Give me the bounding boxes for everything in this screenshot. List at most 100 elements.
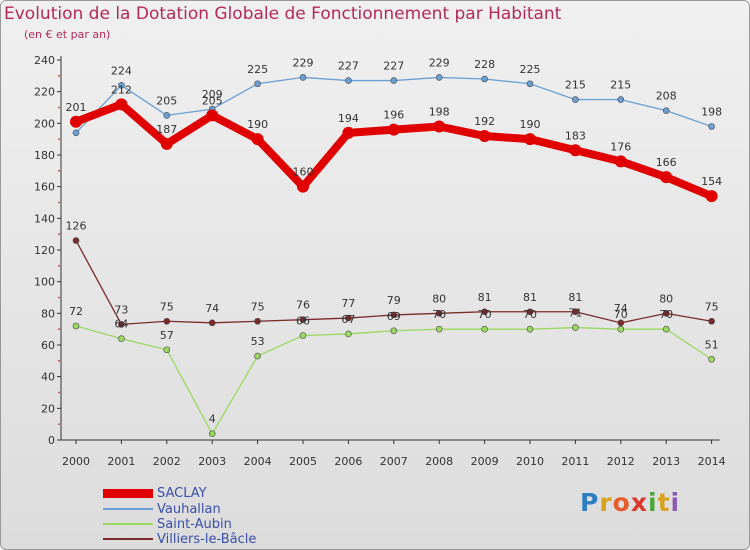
data-point: [705, 190, 718, 203]
data-point: [435, 310, 443, 317]
legend-item-saint-aubin: Saint-Aubin: [103, 517, 232, 532]
data-label: 196: [383, 109, 404, 122]
data-label: 70: [659, 308, 673, 321]
legend-label: Villiers-le-Bâcle: [157, 531, 257, 547]
data-point: [617, 319, 625, 327]
data-point: [163, 112, 171, 119]
data-point: [662, 107, 670, 114]
y-minor-tick: [58, 328, 60, 331]
data-label: 57: [160, 329, 174, 342]
data-point: [524, 133, 536, 146]
data-label: 215: [610, 79, 631, 92]
data-label: 209: [202, 88, 223, 101]
x-tick-label: 2001: [107, 455, 135, 468]
x-tick-label: 2005: [289, 455, 317, 468]
data-label: 66: [296, 315, 310, 328]
data-label: 183: [565, 129, 586, 142]
legend-item-saclay: SACLAY: [103, 486, 207, 501]
logo-letter: i: [670, 488, 681, 517]
logo-letter: i: [648, 488, 658, 517]
data-label: 81: [478, 291, 492, 304]
data-point: [481, 75, 488, 83]
y-minor-tick: [58, 423, 60, 426]
data-point: [160, 137, 173, 150]
data-label: 187: [156, 123, 177, 136]
legend-swatch-saint-aubin: [103, 523, 153, 525]
data-label: 176: [610, 140, 631, 153]
data-label: 225: [247, 63, 268, 76]
data-label: 64: [114, 318, 128, 331]
y-tick-label: 220: [34, 86, 55, 99]
data-label: 74: [614, 302, 628, 315]
legend-swatch-villiers-le-bacle: [103, 538, 153, 540]
x-tick-label: 2007: [380, 455, 408, 468]
y-tick-label: 120: [34, 244, 55, 257]
legend-item-villiers-le-bacle: Villiers-le-Bâcle: [103, 531, 257, 547]
x-tick-label: 2009: [471, 455, 499, 468]
x-tick-label: 2004: [244, 455, 272, 468]
y-tick-label: 160: [34, 181, 55, 194]
data-label: 215: [565, 79, 586, 92]
data-label: 79: [387, 294, 401, 307]
data-point: [299, 316, 307, 323]
data-point: [617, 325, 625, 333]
data-point: [572, 308, 579, 316]
y-minor-tick: [58, 264, 60, 267]
x-tick-label: 2012: [607, 455, 635, 468]
data-label: 205: [156, 94, 177, 107]
data-point: [569, 144, 582, 157]
data-point: [481, 325, 488, 333]
data-point: [660, 171, 673, 184]
data-label: 166: [656, 156, 677, 169]
y-minor-tick: [58, 391, 60, 394]
data-label: 75: [251, 300, 265, 313]
y-minor-tick: [58, 169, 60, 172]
x-tick-label: 2006: [334, 455, 362, 468]
legend-label: Vauhallan: [157, 501, 221, 517]
data-point: [526, 325, 534, 333]
data-label: 75: [705, 300, 719, 313]
data-label: 77: [341, 297, 355, 310]
logo-letter: x: [630, 488, 648, 517]
y-minor-tick: [58, 233, 60, 236]
data-point: [118, 82, 125, 89]
data-label: 70: [523, 308, 537, 321]
logo-letter: P: [580, 488, 600, 517]
y-tick-label: 60: [41, 339, 55, 352]
data-point: [163, 317, 171, 325]
data-label: 194: [338, 112, 359, 125]
data-point: [342, 126, 355, 139]
y-tick-label: 20: [41, 402, 55, 415]
data-label: 71: [568, 307, 582, 320]
data-point: [118, 321, 125, 328]
data-point: [299, 332, 307, 339]
data-label: 70: [614, 308, 628, 321]
data-label: 53: [251, 335, 265, 348]
data-label: 229: [293, 56, 314, 69]
data-point: [208, 319, 216, 327]
y-minor-tick: [58, 359, 60, 362]
data-label: 70: [432, 308, 446, 321]
data-label: 74: [205, 302, 219, 315]
y-tick-label: 100: [34, 276, 55, 289]
data-label: 4: [209, 413, 216, 426]
data-label: 81: [568, 291, 582, 304]
data-point: [614, 155, 627, 168]
data-point: [526, 80, 534, 88]
data-point: [572, 324, 579, 331]
data-label: 227: [383, 60, 404, 73]
x-tick-label: 2003: [198, 455, 226, 468]
legend-item-vauhallan: Vauhallan: [103, 501, 221, 517]
legend-swatch-vauhallan: [103, 508, 153, 510]
x-tick-label: 2014: [698, 455, 726, 468]
data-point: [70, 115, 82, 128]
data-point: [345, 330, 352, 338]
x-tick-label: 2011: [561, 455, 589, 468]
data-point: [254, 317, 261, 325]
data-point: [299, 74, 307, 81]
y-tick-label: 40: [41, 371, 55, 384]
y-tick-label: 0: [48, 434, 55, 447]
data-label: 227: [338, 60, 359, 73]
data-point: [662, 310, 670, 317]
data-point: [387, 123, 400, 136]
